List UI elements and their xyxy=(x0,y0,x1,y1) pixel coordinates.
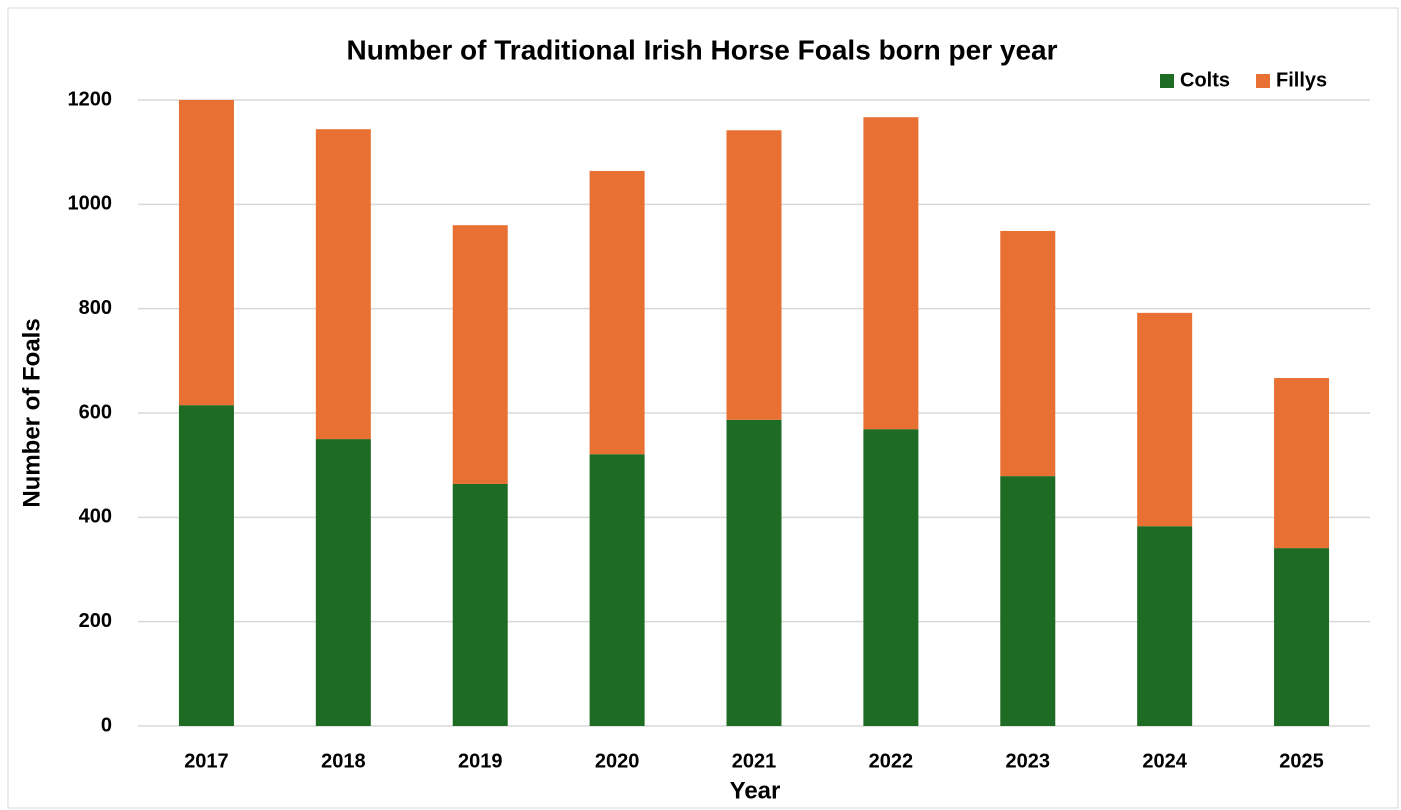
x-tick-label: 2023 xyxy=(1006,750,1051,772)
x-tick-label: 2019 xyxy=(458,750,503,772)
legend-label: Fillys xyxy=(1276,69,1327,91)
y-tick-label: 600 xyxy=(79,401,112,423)
x-tick-label: 2022 xyxy=(869,750,914,772)
bar-segment xyxy=(863,117,919,430)
y-tick-label: 0 xyxy=(101,714,112,736)
bar-segment xyxy=(452,225,508,484)
y-tick-label: 400 xyxy=(79,506,112,528)
x-tick-label: 2020 xyxy=(595,750,640,772)
y-axis-title: Number of Foals xyxy=(18,318,45,507)
x-tick-label: 2018 xyxy=(321,750,366,772)
x-tick-label: 2017 xyxy=(184,750,229,772)
x-tick-label: 2024 xyxy=(1142,750,1187,772)
bar-segment xyxy=(178,405,234,726)
y-tick-label: 800 xyxy=(79,297,112,319)
bar-segment xyxy=(863,429,919,726)
legend-swatch xyxy=(1256,74,1270,88)
legend-swatch xyxy=(1160,74,1174,88)
bar-segment xyxy=(1274,548,1330,726)
bar-segment xyxy=(1000,476,1056,726)
bar-segment xyxy=(1137,312,1193,527)
bar-segment xyxy=(589,170,645,455)
legend-label: Colts xyxy=(1180,69,1230,91)
bar-segment xyxy=(1000,230,1056,477)
bar-segment xyxy=(726,419,782,726)
y-tick-label: 1200 xyxy=(68,88,113,110)
bar-segment xyxy=(315,129,371,440)
bar-segment xyxy=(726,130,782,420)
bar-segment xyxy=(452,483,508,726)
bar-segment xyxy=(178,100,234,406)
bar-segment xyxy=(589,454,645,726)
bar-segment xyxy=(1137,526,1193,726)
bar-segment xyxy=(1274,378,1330,549)
bar-segment xyxy=(315,439,371,726)
x-axis-title: Year xyxy=(730,777,781,804)
x-tick-label: 2025 xyxy=(1279,750,1324,772)
x-tick-label: 2021 xyxy=(732,750,777,772)
y-tick-label: 1000 xyxy=(68,193,113,215)
chart-title: Number of Traditional Irish Horse Foals … xyxy=(346,34,1057,65)
y-tick-label: 200 xyxy=(79,610,112,632)
